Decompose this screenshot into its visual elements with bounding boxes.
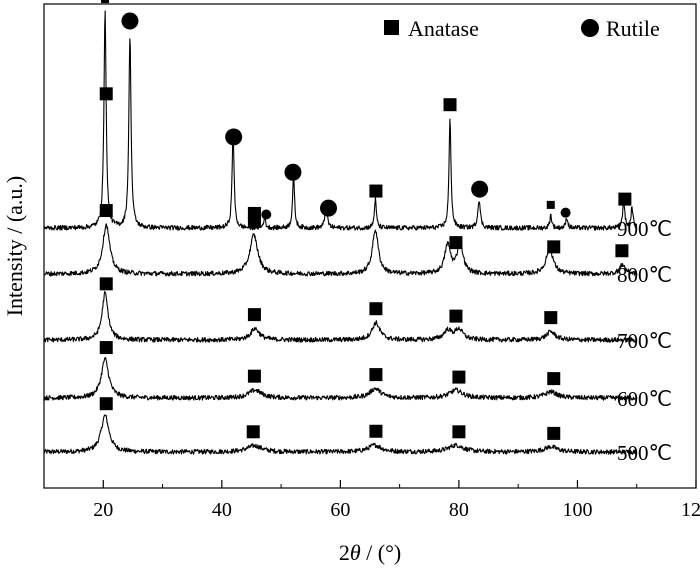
anatase-marker bbox=[99, 87, 113, 101]
anatase-marker bbox=[101, 0, 110, 4]
temperature-label: 600℃ bbox=[617, 387, 672, 411]
anatase-marker bbox=[99, 204, 113, 218]
temperature-label: 500℃ bbox=[617, 441, 672, 465]
x-tick-label: 100 bbox=[562, 499, 592, 521]
legend-label: Rutile bbox=[606, 16, 660, 41]
legend: Anatase Rutile bbox=[384, 16, 660, 41]
anatase-marker bbox=[546, 200, 555, 209]
temperature-labels: 500℃ 600℃ 700℃ 800℃ 900℃ bbox=[617, 217, 672, 465]
anatase-marker bbox=[547, 372, 561, 386]
x-axis: 20 40 60 80 100 120 bbox=[43, 480, 700, 521]
anatase-marker bbox=[452, 370, 466, 384]
xrd-trace bbox=[43, 356, 638, 401]
anatase-marker bbox=[99, 397, 113, 411]
anatase-marker bbox=[99, 277, 113, 291]
anatase-marker bbox=[547, 240, 561, 254]
anatase-marker bbox=[443, 98, 457, 112]
rutile-marker bbox=[261, 209, 272, 220]
traces-group bbox=[43, 10, 638, 455]
anatase-marker bbox=[247, 308, 261, 322]
anatase-marker bbox=[449, 309, 463, 323]
anatase-marker bbox=[369, 424, 383, 438]
anatase-marker bbox=[247, 206, 261, 220]
legend-circle-icon bbox=[581, 19, 599, 37]
legend-label: Anatase bbox=[408, 16, 479, 41]
anatase-marker bbox=[449, 236, 463, 250]
xrd-trace bbox=[43, 414, 638, 455]
xrd-trace bbox=[43, 290, 638, 343]
anatase-marker bbox=[369, 302, 383, 316]
xrd-trace bbox=[43, 10, 638, 231]
anatase-marker bbox=[246, 425, 260, 439]
markers-group bbox=[99, 0, 632, 440]
anatase-marker bbox=[247, 369, 261, 383]
anatase-marker bbox=[618, 192, 632, 206]
anatase-marker bbox=[369, 184, 383, 198]
temperature-label: 800℃ bbox=[617, 263, 672, 287]
anatase-marker bbox=[615, 244, 629, 258]
temperature-label: 900℃ bbox=[617, 217, 672, 241]
plot-frame bbox=[43, 3, 697, 489]
temperature-label: 700℃ bbox=[617, 329, 672, 353]
rutile-marker bbox=[471, 180, 489, 198]
x-tick-label: 60 bbox=[330, 499, 350, 521]
rutile-marker bbox=[121, 12, 139, 30]
anatase-marker bbox=[369, 368, 383, 382]
legend-square-icon bbox=[384, 20, 399, 35]
rutile-marker bbox=[225, 128, 243, 146]
xrd-trace bbox=[43, 223, 638, 277]
anatase-marker bbox=[99, 341, 113, 355]
rutile-marker bbox=[320, 199, 338, 217]
anatase-marker bbox=[544, 311, 558, 325]
anatase-marker bbox=[547, 426, 561, 440]
rutile-marker bbox=[560, 207, 571, 218]
anatase-marker bbox=[452, 425, 466, 439]
x-tick-label: 80 bbox=[449, 499, 469, 521]
x-tick-label: 120 bbox=[681, 499, 700, 521]
x-axis-title: 2θ / (°) bbox=[339, 540, 401, 565]
x-tick-label: 40 bbox=[212, 499, 232, 521]
rutile-marker bbox=[284, 163, 302, 181]
y-axis-title: Intensity / (a.u.) bbox=[2, 176, 27, 317]
x-tick-label: 20 bbox=[93, 499, 113, 521]
